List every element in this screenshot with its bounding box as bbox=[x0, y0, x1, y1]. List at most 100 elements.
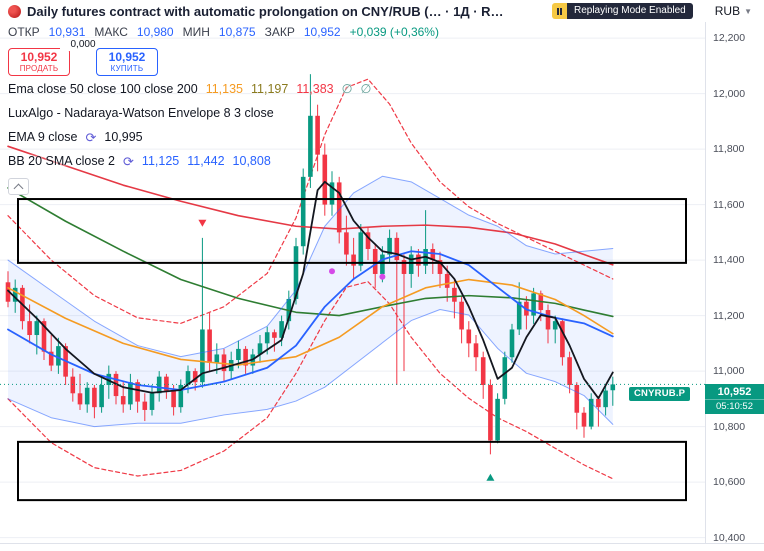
candle-body bbox=[12, 287, 18, 302]
candle-body bbox=[473, 343, 479, 358]
bar-countdown: 05:10:52 bbox=[705, 399, 764, 414]
candle-body bbox=[214, 354, 220, 363]
sell-button[interactable]: 10,952 ПРОДАТЬ bbox=[8, 48, 70, 76]
candle-body bbox=[300, 176, 306, 247]
candle-body bbox=[178, 384, 184, 408]
bollinger-upper-line bbox=[7, 175, 614, 358]
legend-row[interactable]: EMA 9 close ⟳ 10,995 bbox=[8, 129, 371, 145]
candle-body bbox=[272, 332, 277, 338]
pause-icon bbox=[551, 3, 567, 19]
close-label: ЗАКР bbox=[264, 25, 295, 39]
trade-panel: 10,952 ПРОДАТЬ 0,000 10,952 КУПИТЬ bbox=[8, 38, 160, 78]
candle-body bbox=[329, 182, 335, 205]
sell-price: 10,952 bbox=[20, 50, 58, 64]
open-label: ОТКР bbox=[8, 25, 40, 39]
legend-value: ∅ bbox=[360, 82, 372, 96]
legend-value: 11,135 bbox=[205, 82, 244, 96]
candle-body bbox=[113, 373, 119, 397]
signal-dot-icon bbox=[379, 273, 386, 280]
candle-body bbox=[552, 321, 558, 330]
replay-badge-label: Replaying Mode Enabled bbox=[566, 3, 693, 19]
price-tag: 10,952 05:10:52 bbox=[705, 384, 764, 414]
replay-mode-badge[interactable]: Replaying Mode Enabled bbox=[551, 3, 693, 19]
price-axis-label: 12,000 bbox=[713, 87, 746, 100]
candle-body bbox=[466, 329, 472, 344]
spread-value: 0,000 bbox=[60, 38, 106, 51]
price-axis-label: 11,400 bbox=[713, 254, 745, 267]
candle-body bbox=[581, 412, 587, 427]
legend-value: 11,383 bbox=[296, 82, 334, 96]
candle-body bbox=[185, 371, 191, 385]
refresh-icon: ⟳ bbox=[85, 129, 97, 145]
time-axis[interactable] bbox=[0, 543, 764, 551]
candle-body bbox=[171, 390, 176, 408]
currency-selector[interactable]: RUB ▼ bbox=[715, 4, 752, 18]
candle-body bbox=[437, 260, 443, 274]
buy-label: КУПИТЬ bbox=[110, 64, 144, 73]
candle-body bbox=[200, 329, 205, 383]
candle-body bbox=[56, 346, 61, 366]
candle-body bbox=[243, 348, 248, 366]
candle-body bbox=[344, 232, 349, 255]
candle-body bbox=[488, 384, 493, 441]
legend-value: 11,442 bbox=[187, 154, 225, 168]
drawing-rectangle bbox=[17, 198, 687, 264]
candle-body bbox=[574, 384, 580, 413]
buy-price: 10,952 bbox=[108, 50, 146, 64]
candle-body bbox=[372, 248, 378, 274]
bollinger-basis-line bbox=[7, 250, 614, 391]
candle-body bbox=[34, 321, 40, 336]
buy-marker-icon bbox=[486, 473, 495, 481]
candle-body bbox=[236, 348, 241, 360]
legend-title: LuxAlgo - Nadaraya-Watson Envelope 8 3 c… bbox=[8, 106, 274, 120]
candle-body bbox=[308, 115, 313, 177]
candle-body bbox=[207, 329, 212, 363]
legend-row[interactable]: LuxAlgo - Nadaraya-Watson Envelope 8 3 c… bbox=[8, 105, 371, 121]
candle-body bbox=[358, 232, 364, 266]
candle-body bbox=[380, 254, 385, 274]
low-value: 10,875 bbox=[218, 25, 256, 39]
drawing-rectangle bbox=[17, 440, 687, 502]
legend-row[interactable]: Ema close 50 close 100 close 200 11,135 11… bbox=[8, 81, 371, 97]
candle-body bbox=[120, 396, 126, 405]
currency-label: RUB bbox=[714, 4, 741, 18]
candle-body bbox=[336, 182, 342, 233]
price-axis[interactable]: 12,200 12,000 11,800 11,600 11,400 11,200 11,0… bbox=[705, 22, 764, 544]
candle-body bbox=[495, 398, 500, 441]
legend-row[interactable]: BB 20 SMA close 2 ⟳ 11,125 11,442 10,808 bbox=[8, 153, 371, 169]
signal-dot-icon bbox=[329, 268, 335, 275]
candle-body bbox=[603, 390, 608, 408]
candle-body bbox=[351, 254, 356, 266]
candle-body bbox=[509, 329, 515, 358]
refresh-icon: ⟳ bbox=[123, 153, 134, 169]
candle-body bbox=[394, 237, 400, 261]
price-axis-label: 10,400 bbox=[713, 531, 746, 544]
change-value: +0,039 (+0,36%) bbox=[349, 25, 439, 39]
candle-body bbox=[430, 248, 436, 261]
candle-body bbox=[408, 254, 414, 274]
symbol-header: Daily futures contract with automatic pr… bbox=[0, 0, 764, 22]
candle-body bbox=[135, 382, 140, 402]
buy-button[interactable]: 10,952 КУПИТЬ bbox=[96, 48, 158, 76]
candle-body bbox=[221, 354, 227, 372]
candle-body bbox=[452, 287, 457, 302]
candle-body bbox=[77, 393, 83, 405]
candle-body bbox=[149, 393, 155, 410]
ema-200-line bbox=[7, 145, 614, 266]
candle-body bbox=[416, 254, 421, 266]
legend-value: 10,808 bbox=[232, 154, 271, 168]
legend-title: BB 20 SMA close 2 bbox=[8, 154, 116, 168]
candle-body bbox=[444, 273, 450, 288]
symbol-logo-icon bbox=[8, 4, 21, 18]
candle-body bbox=[596, 398, 601, 408]
candle-body bbox=[502, 357, 508, 399]
ema-100-line bbox=[7, 187, 614, 318]
last-price: 10,952 bbox=[705, 384, 764, 399]
price-axis-label: 10,600 bbox=[713, 476, 746, 489]
open-value: 10,931 bbox=[48, 25, 86, 39]
ema-9-line bbox=[7, 180, 614, 400]
candle-body bbox=[315, 115, 320, 155]
chart-canvas[interactable] bbox=[0, 22, 705, 543]
collapse-indicators-button[interactable] bbox=[8, 178, 29, 195]
